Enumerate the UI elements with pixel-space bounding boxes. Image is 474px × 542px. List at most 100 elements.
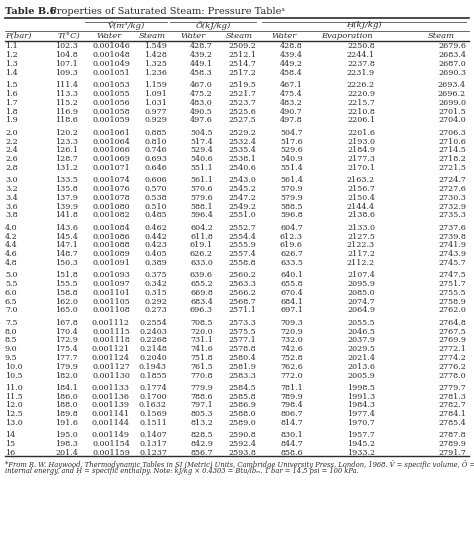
- Text: 731.1: 731.1: [190, 336, 213, 344]
- Text: 0.2268: 0.2268: [139, 336, 167, 344]
- Text: 0.001066: 0.001066: [92, 146, 130, 154]
- Text: 467.0: 467.0: [190, 81, 213, 89]
- Text: 4.0: 4.0: [5, 224, 18, 231]
- Text: 2555.9: 2555.9: [228, 241, 256, 249]
- Text: 0.001115: 0.001115: [92, 327, 130, 335]
- Text: 198.3: 198.3: [55, 440, 78, 448]
- Text: 1.9: 1.9: [5, 117, 18, 125]
- Text: 1984.3: 1984.3: [347, 402, 375, 409]
- Text: 1.236: 1.236: [144, 69, 167, 77]
- Text: 11.5: 11.5: [5, 392, 23, 401]
- Text: 655.8: 655.8: [281, 280, 303, 288]
- Text: 5.5: 5.5: [5, 280, 18, 288]
- Text: 2590.8: 2590.8: [228, 431, 256, 440]
- Text: 115.2: 115.2: [55, 99, 78, 107]
- Text: 0.001127: 0.001127: [92, 363, 130, 371]
- Text: 483.2: 483.2: [280, 99, 303, 107]
- Text: 1.2: 1.2: [5, 51, 18, 59]
- Text: 2231.9: 2231.9: [347, 69, 375, 77]
- Text: 0.977: 0.977: [145, 108, 167, 115]
- Text: 2696.2: 2696.2: [438, 90, 466, 98]
- Text: 2577.1: 2577.1: [228, 336, 256, 344]
- Text: 2029.5: 2029.5: [347, 345, 375, 353]
- Text: P(bar): P(bar): [5, 32, 31, 40]
- Text: 2580.4: 2580.4: [228, 354, 256, 362]
- Text: 201.4: 201.4: [55, 449, 78, 457]
- Text: 0.2148: 0.2148: [139, 345, 167, 353]
- Text: 0.442: 0.442: [144, 233, 167, 241]
- Text: 2724.7: 2724.7: [438, 176, 466, 184]
- Text: 12.5: 12.5: [5, 410, 23, 418]
- Text: 504.5: 504.5: [191, 128, 213, 137]
- Text: 798.4: 798.4: [280, 402, 303, 409]
- Text: 2201.6: 2201.6: [347, 128, 375, 137]
- Text: 2557.4: 2557.4: [228, 250, 256, 258]
- Text: 0.746: 0.746: [144, 146, 167, 154]
- Text: 2776.2: 2776.2: [438, 363, 466, 371]
- Text: 2782.7: 2782.7: [438, 402, 466, 409]
- Text: 0.001059: 0.001059: [92, 117, 130, 125]
- Text: 2735.3: 2735.3: [438, 211, 466, 220]
- Text: 102.3: 102.3: [55, 42, 78, 50]
- Text: internal energy, and Ḥ = specific enthalpy. Note: kJ/kg × 0.4303 = Btu/lbₘ. 1 ba: internal energy, and Ḥ = specific enthal…: [5, 467, 359, 475]
- Text: 449.1: 449.1: [190, 60, 213, 68]
- Text: 640.1: 640.1: [280, 271, 303, 279]
- Text: 2758.9: 2758.9: [438, 298, 466, 306]
- Text: 0.001154: 0.001154: [92, 440, 130, 448]
- Text: 2701.5: 2701.5: [438, 108, 466, 115]
- Text: 1933.2: 1933.2: [347, 449, 375, 457]
- Text: 2679.6: 2679.6: [438, 42, 466, 50]
- Text: 1.428: 1.428: [144, 51, 167, 59]
- Text: 2156.7: 2156.7: [347, 185, 375, 193]
- Text: 2554.4: 2554.4: [228, 233, 256, 241]
- Text: 2573.3: 2573.3: [228, 319, 256, 327]
- Text: 0.001097: 0.001097: [92, 280, 130, 288]
- Text: 2588.0: 2588.0: [228, 410, 256, 418]
- Text: 570.9: 570.9: [281, 185, 303, 193]
- Text: 2739.8: 2739.8: [438, 233, 466, 241]
- Text: 490.7: 490.7: [280, 108, 303, 115]
- Text: 0.001076: 0.001076: [92, 185, 130, 193]
- Text: 2005.9: 2005.9: [347, 371, 375, 379]
- Text: 0.001053: 0.001053: [92, 81, 130, 89]
- Text: 2571.1: 2571.1: [228, 306, 256, 314]
- Text: 684.1: 684.1: [280, 298, 303, 306]
- Text: 111.4: 111.4: [55, 81, 78, 89]
- Text: 2779.7: 2779.7: [438, 384, 466, 392]
- Text: 13.0: 13.0: [5, 419, 23, 427]
- Text: 720.9: 720.9: [280, 327, 303, 335]
- Text: 0.606: 0.606: [144, 176, 167, 184]
- Text: 2774.2: 2774.2: [438, 354, 466, 362]
- Text: 1998.5: 1998.5: [347, 384, 375, 392]
- Text: 2250.8: 2250.8: [347, 42, 375, 50]
- Text: 612.3: 612.3: [280, 233, 303, 241]
- Text: 2558.8: 2558.8: [228, 259, 256, 267]
- Text: 0.001124: 0.001124: [92, 354, 130, 362]
- Text: 1977.4: 1977.4: [347, 410, 375, 418]
- Text: 109.3: 109.3: [55, 69, 78, 77]
- Text: 2133.0: 2133.0: [347, 224, 375, 231]
- Text: 107.1: 107.1: [55, 60, 78, 68]
- Text: 561.1: 561.1: [190, 176, 213, 184]
- Text: 2.6: 2.6: [5, 155, 18, 163]
- Text: 2687.0: 2687.0: [438, 60, 466, 68]
- Text: 0.001064: 0.001064: [92, 138, 130, 145]
- Text: 0.315: 0.315: [144, 289, 167, 297]
- Text: Water: Water: [97, 32, 122, 40]
- Text: 12.0: 12.0: [5, 402, 23, 409]
- Text: 1970.7: 1970.7: [347, 419, 375, 427]
- Text: 6.5: 6.5: [5, 298, 18, 306]
- Text: 2122.3: 2122.3: [347, 241, 375, 249]
- Text: 14: 14: [5, 431, 15, 440]
- Text: 633.5: 633.5: [280, 259, 303, 267]
- Text: 828.5: 828.5: [191, 431, 213, 440]
- Text: 830.1: 830.1: [280, 431, 303, 440]
- Text: 2551.0: 2551.0: [228, 211, 256, 220]
- Text: 2117.2: 2117.2: [347, 250, 375, 258]
- Text: 1.7: 1.7: [5, 99, 18, 107]
- Text: 3.6: 3.6: [5, 203, 18, 211]
- Text: 596.4: 596.4: [190, 211, 213, 220]
- Text: 0.001046: 0.001046: [92, 42, 130, 50]
- Text: 16: 16: [5, 449, 15, 457]
- Text: 2538.1: 2538.1: [228, 155, 256, 163]
